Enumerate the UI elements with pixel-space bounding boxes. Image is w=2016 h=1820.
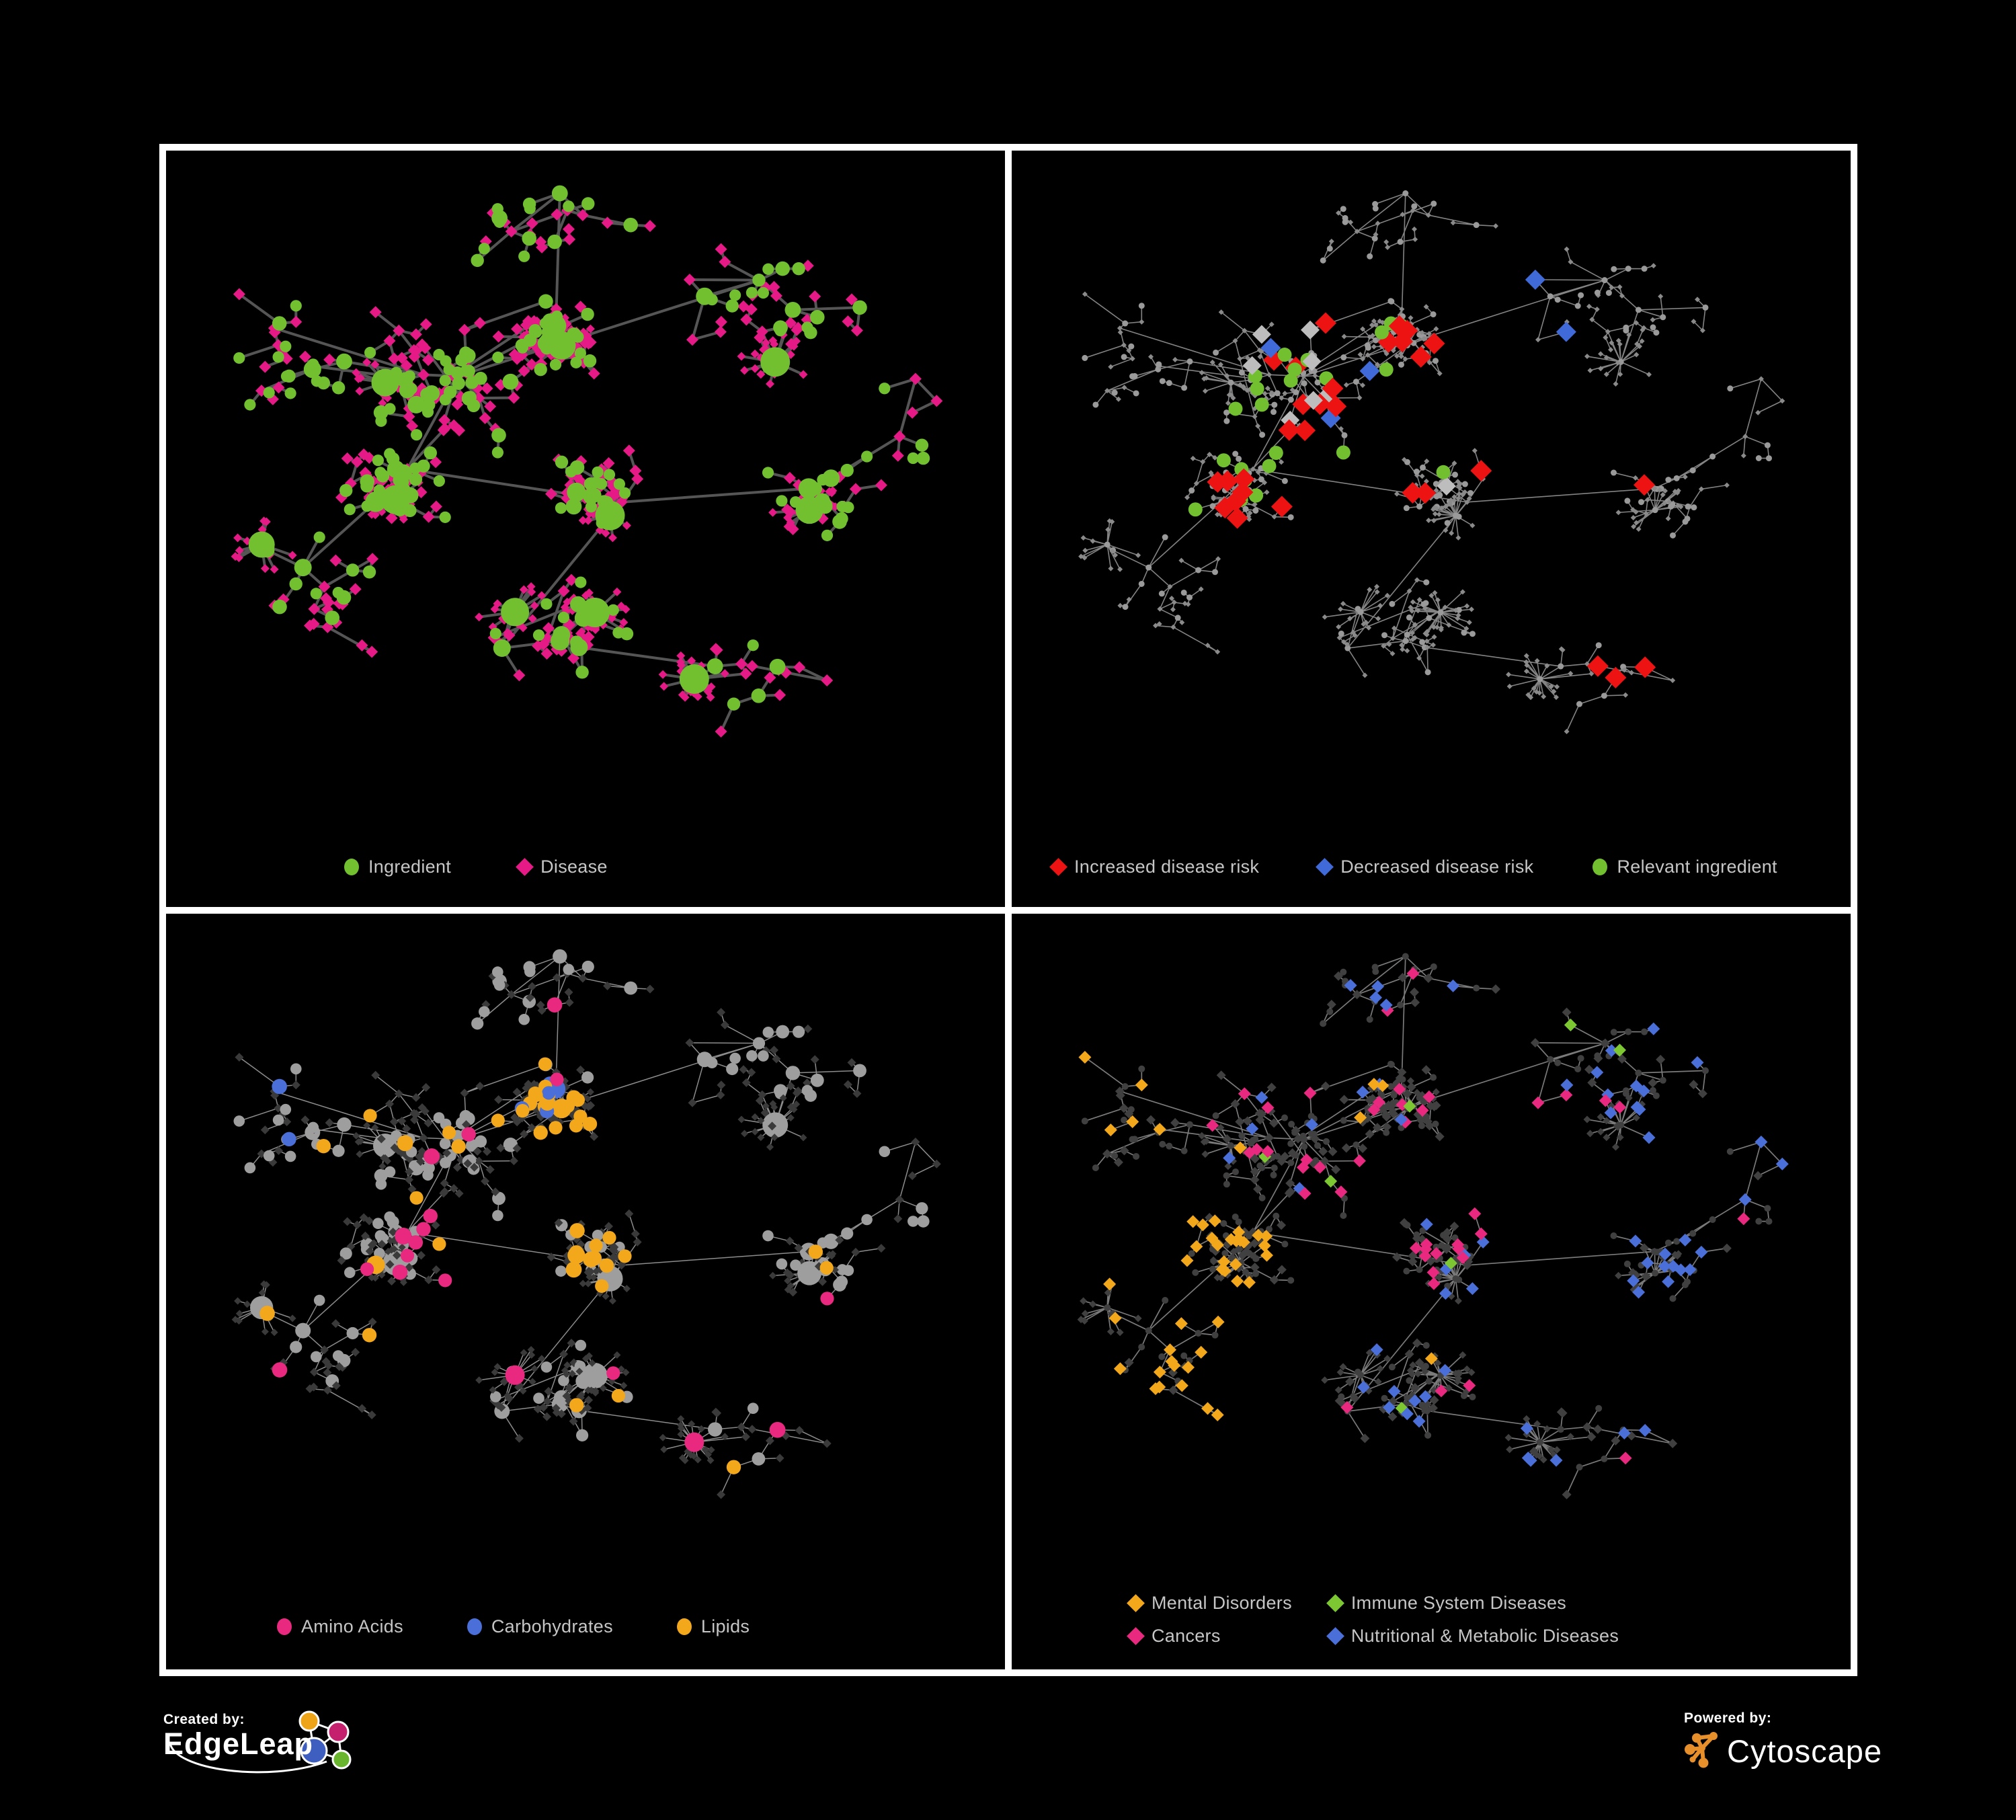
network-canvas-disease-classes [1077,953,1789,1499]
panel-disease-classes: Mental Disorders Immune System Diseases … [1012,913,1851,1669]
legend-item-decreased-risk: Decreased disease risk [1316,856,1534,877]
legend-item-relevant-ingredient: Relevant ingredient [1592,857,1777,877]
powered-by-label: Powered by: [1684,1710,1772,1726]
cancers-diamond-icon [1127,1627,1145,1645]
legend-label: Relevant ingredient [1617,856,1777,877]
legend-item-immune-system-diseases: Immune System Diseases [1326,1593,1619,1614]
edgeleap-brand: Created by: EdgeLeap [163,1710,352,1774]
network-canvas-nutrient-classes [231,949,941,1499]
lipids-circle-icon [676,1618,692,1635]
immune-system-diamond-icon [1326,1594,1344,1612]
legend-label: Amino Acids [301,1616,403,1636]
decreased-risk-diamond-icon [1316,857,1334,876]
legend-item-disease: Disease [516,856,608,877]
legend-ingredient-disease: Ingredient Disease [344,857,608,877]
legend-label: Decreased disease risk [1340,856,1534,877]
panel-ingredient-disease: Ingredient Disease [166,151,1005,907]
figure-board: Ingredient Disease Increased disease ris… [159,144,1857,1676]
legend-label: Carbohydrates [491,1616,613,1636]
edgeleap-wordmark: EdgeLeap [163,1727,314,1761]
edgeleap-logo-icon [169,1710,352,1774]
legend-label: Ingredient [368,856,452,877]
nutritional-metabolic-diamond-icon [1326,1627,1344,1645]
mental-disorders-diamond-icon [1127,1594,1145,1612]
legend-label: Immune System Diseases [1350,1593,1567,1613]
legend-item-increased-risk: Increased disease risk [1049,856,1260,877]
legend-item-carbohydrates: Carbohydrates [467,1616,613,1637]
legend-label: Cancers [1152,1626,1221,1646]
cytoscape-brand: Powered by: Cytoscape [1684,1710,1882,1771]
legend-item-amino-acids: Amino Acids [277,1616,403,1637]
amino-acids-circle-icon [277,1618,292,1635]
panel-disease-risk: Increased disease risk Decreased disease… [1012,151,1851,907]
carbohydrates-circle-icon [467,1618,482,1635]
increased-risk-diamond-icon [1049,857,1067,876]
disease-diamond-icon [516,857,534,876]
legend-item-cancers: Cancers [1127,1626,1292,1647]
legend-label: Increased disease risk [1074,856,1260,877]
legend-item-nutritional-metabolic-diseases: Nutritional & Metabolic Diseases [1326,1626,1619,1647]
network-canvas-disease-risk [1078,190,1785,734]
network-canvas-ingredient-disease [231,185,943,738]
legend-nutrient-classes: Amino Acids Carbohydrates Lipids [277,1616,750,1637]
cytoscape-logo-icon [1685,1732,1718,1768]
created-by-label: Created by: [163,1712,245,1727]
relevant-ingredient-circle-icon [1592,858,1608,875]
panel-nutrient-classes: Amino Acids Carbohydrates Lipids [166,913,1005,1669]
legend-label: Nutritional & Metabolic Diseases [1350,1626,1619,1646]
legend-label: Mental Disorders [1152,1593,1292,1613]
ingredient-circle-icon [344,858,359,875]
legend-label: Disease [540,856,608,877]
legend-item-lipids: Lipids [676,1616,750,1637]
legend-item-ingredient: Ingredient [344,857,451,877]
legend-disease-risk: Increased disease risk Decreased disease… [1049,856,1777,877]
cytoscape-wordmark: Cytoscape [1727,1733,1883,1769]
legend-disease-classes: Mental Disorders Immune System Diseases … [1127,1593,1619,1647]
legend-item-mental-disorders: Mental Disorders [1127,1593,1292,1614]
legend-label: Lipids [700,1616,750,1636]
